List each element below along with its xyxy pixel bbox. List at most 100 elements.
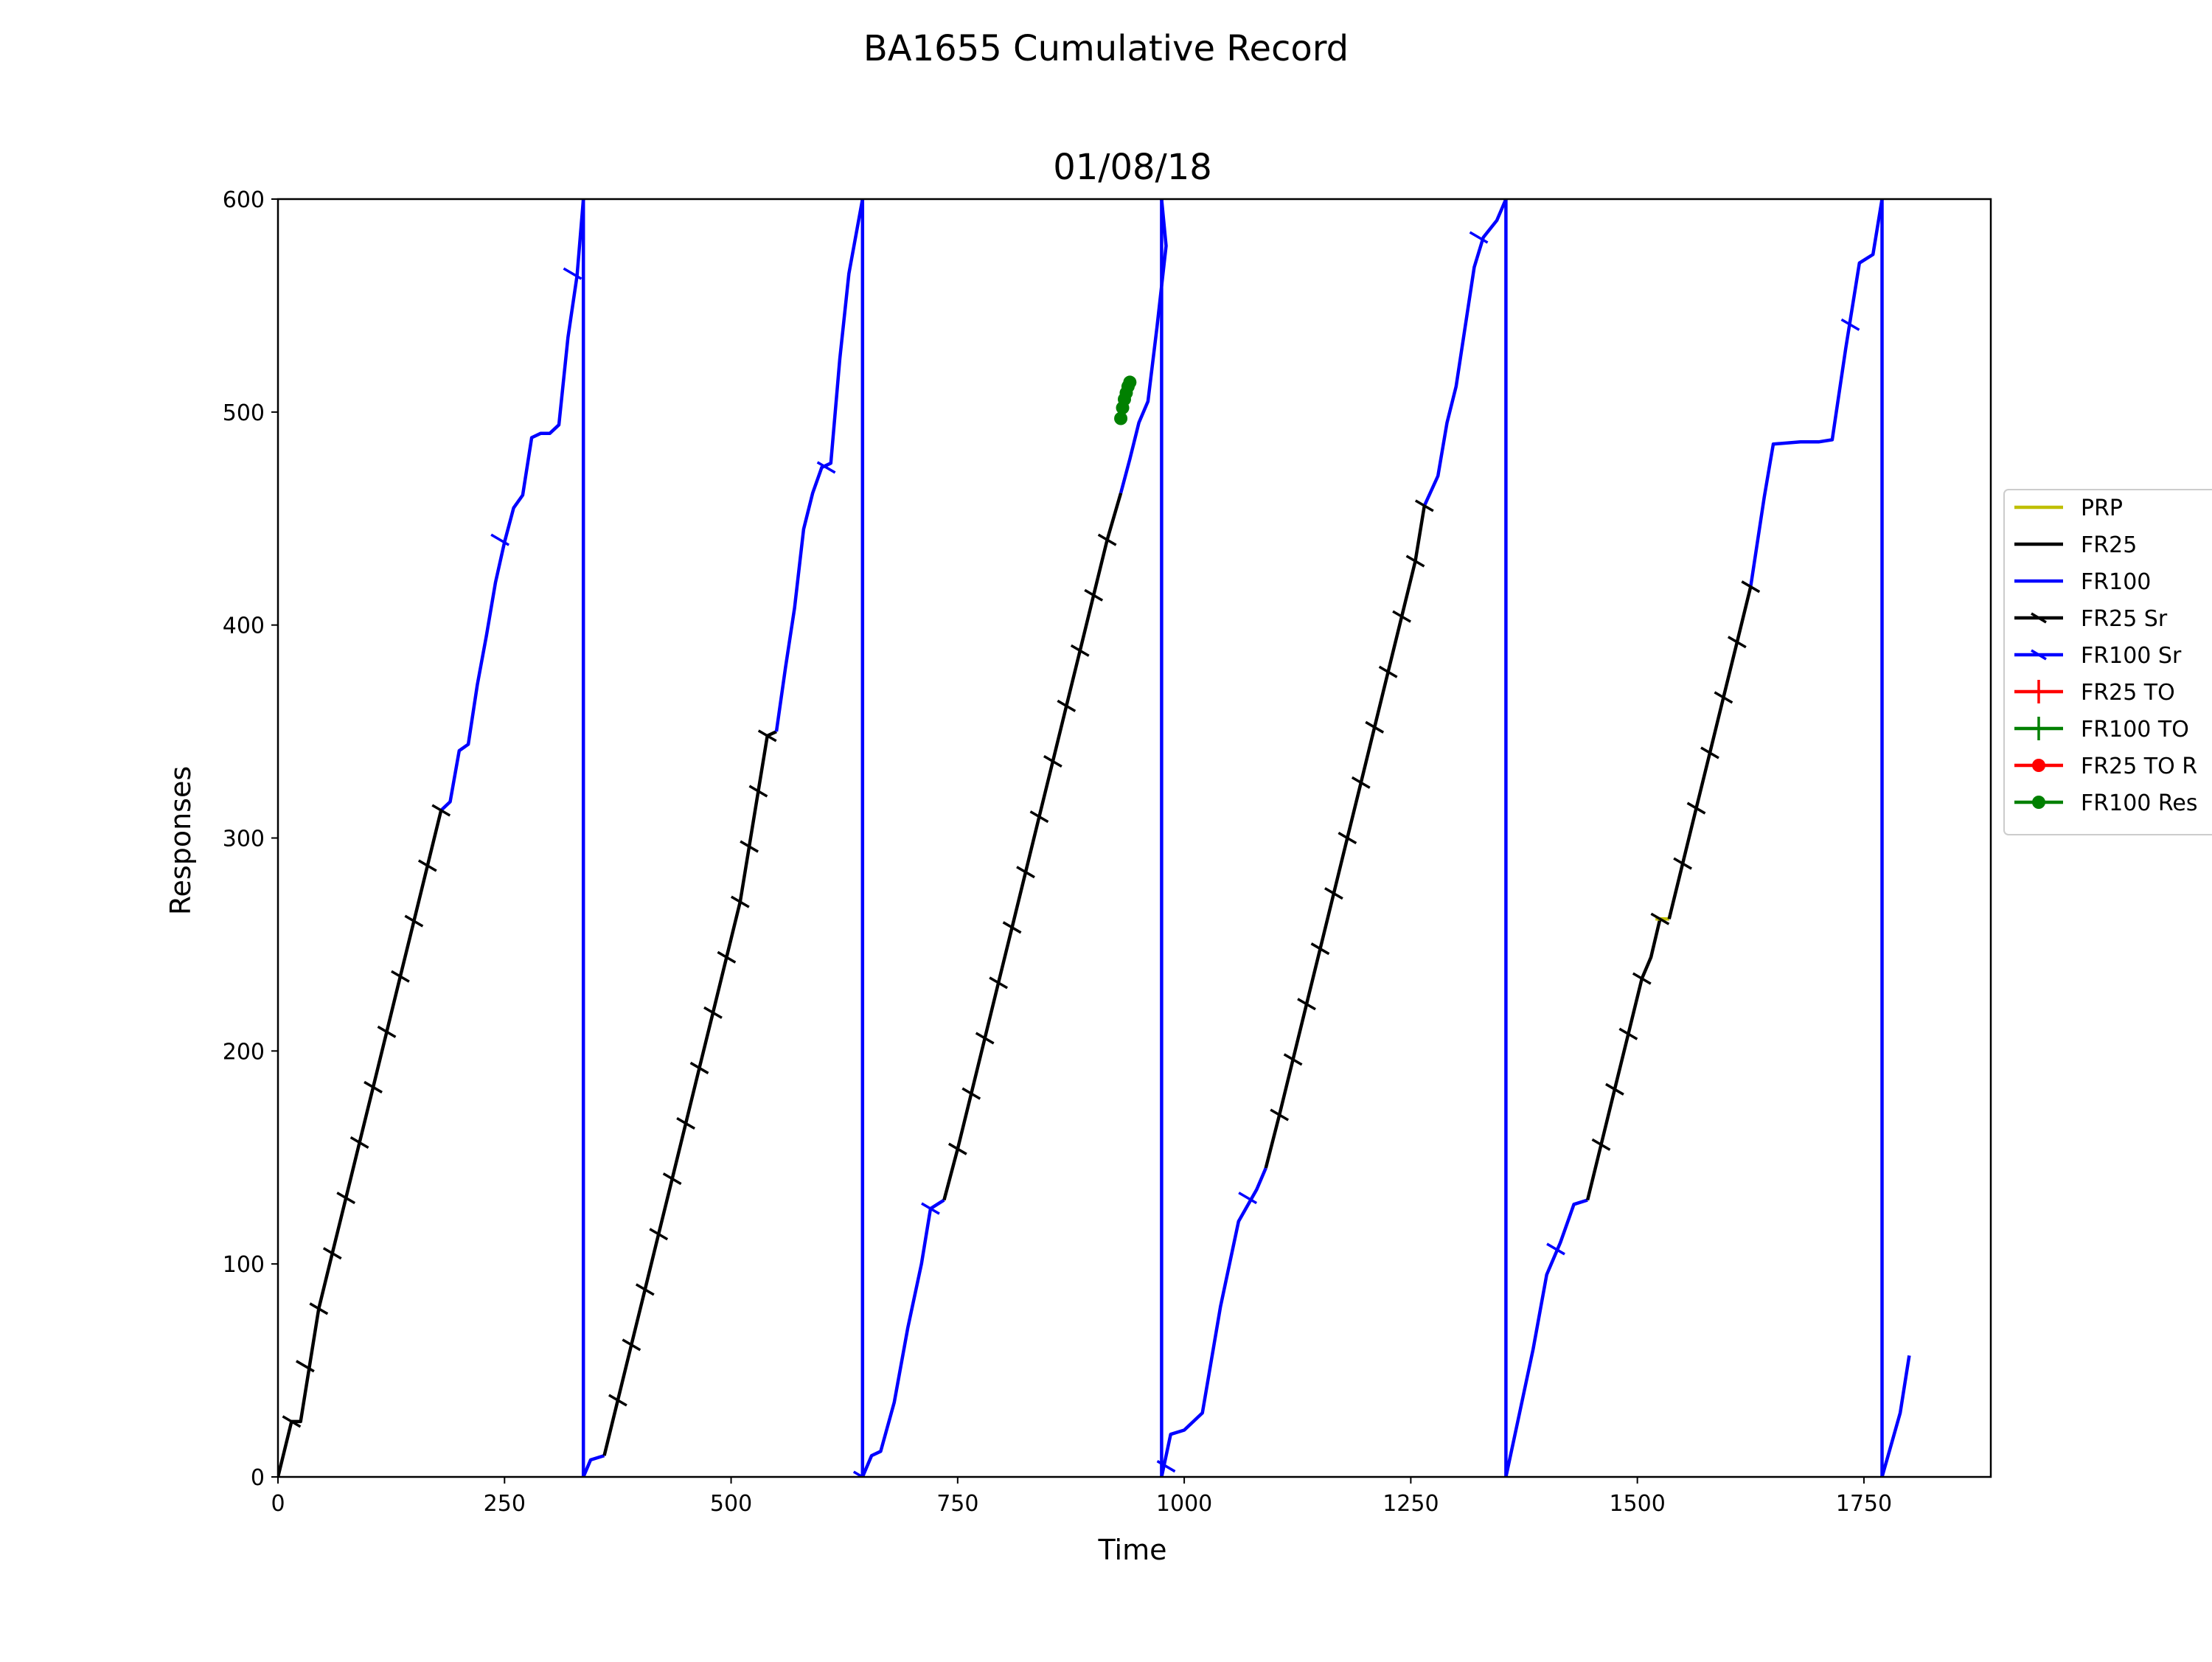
legend-fr100-sr-label: FR100 Sr <box>2081 643 2182 669</box>
legend: PRP FR25 FR100 FR25 Sr FR100 Sr FR25 TO FR100 … <box>2003 489 2212 835</box>
legend-fr25-label: FR25 <box>2081 532 2137 558</box>
y-tick-label: 600 <box>223 187 265 213</box>
x-tick-label: 1500 <box>1609 1491 1665 1517</box>
x-axis-label: Time <box>1098 1534 1167 1566</box>
fr25-sr-marker <box>947 1142 967 1155</box>
fr25-sr-marker <box>282 1415 302 1428</box>
fr25-sr-marker <box>309 1302 329 1315</box>
fr25-sr-marker <box>1700 746 1719 759</box>
fr25-sr-marker <box>349 1136 369 1150</box>
fr25-sr-marker <box>649 1228 669 1241</box>
fr25-sr-marker <box>608 1394 627 1407</box>
fr25-sr-marker <box>1686 802 1706 815</box>
series-line-fr25 <box>1585 917 1669 1201</box>
fr25-sr-marker <box>730 895 750 908</box>
fr25-sr-marker <box>676 1117 695 1130</box>
fr25-sr-marker <box>1414 499 1434 512</box>
fr25-sr-marker <box>740 840 759 853</box>
fr100-sr-marker <box>1156 1460 1176 1473</box>
chart-title: 01/08/18 <box>1053 147 1212 188</box>
legend-fr25-sr-label: FR25 Sr <box>2081 606 2168 632</box>
fr25-sr-marker <box>1351 776 1371 789</box>
fr25-sr-marker <box>1673 857 1692 870</box>
series-line-fr25 <box>942 492 1123 1201</box>
fr25-sr-marker <box>377 1025 397 1038</box>
fr25-sr-marker <box>757 729 777 743</box>
y-tick-label: 300 <box>223 827 265 852</box>
plot-area: 0 250 500 750 1000 1250 1500 1750 0 100 200 300 400 5… <box>223 187 1992 1517</box>
legend-fr100-res-label: FR100 Res <box>2081 790 2197 816</box>
legend-fr25-sr-marker <box>2031 612 2047 624</box>
fr25-sr-marker <box>1070 644 1090 657</box>
fr100-res-point <box>1114 411 1128 425</box>
fr25-sr-marker <box>1618 1027 1638 1040</box>
fr25-sr-marker <box>662 1172 682 1186</box>
fr100-sr-marker <box>816 461 836 474</box>
fr25-sr-marker <box>1310 942 1330 956</box>
fr25-sr-marker <box>1097 533 1117 546</box>
fr25-sr-marker <box>1741 580 1761 594</box>
fr25-sr-marker <box>1016 866 1035 879</box>
y-tick-label: 500 <box>223 400 265 426</box>
series-line-fr100 <box>439 199 585 812</box>
fr25-sr-marker <box>689 1061 709 1074</box>
fr100-sr-marker <box>1840 318 1860 331</box>
legend-fr100-to-label: FR100 TO <box>2081 717 2189 743</box>
data-layer <box>278 199 1911 1477</box>
fr25-sr-marker <box>1029 810 1049 824</box>
x-tick-label: 500 <box>710 1491 752 1517</box>
fr25-sr-marker <box>1324 887 1343 900</box>
x-tick-label: 750 <box>936 1491 978 1517</box>
fr25-sr-marker <box>961 1087 981 1100</box>
fr25-sr-marker <box>1605 1082 1624 1096</box>
legend-fr25-to-r-label: FR25 TO R <box>2081 754 2197 779</box>
fr25-sr-marker <box>717 950 737 964</box>
fr100-sr-marker <box>1546 1242 1565 1256</box>
fr25-sr-marker <box>1365 720 1385 734</box>
fr100-sr-marker <box>490 533 510 546</box>
fr25-sr-marker <box>1405 554 1425 568</box>
fr25-sr-marker <box>1002 921 1022 934</box>
fr25-sr-marker <box>989 976 1009 990</box>
fr25-sr-marker <box>1043 755 1062 768</box>
series-line-fr100 <box>1749 199 1884 588</box>
y-tick-label: 200 <box>223 1039 265 1065</box>
fr25-sr-marker <box>1338 831 1357 845</box>
fr25-sr-marker <box>1270 1108 1290 1122</box>
x-tick-label: 0 <box>271 1491 285 1517</box>
y-tick-label: 100 <box>223 1252 265 1278</box>
legend-fr25-to-label: FR25 TO <box>2081 680 2175 706</box>
fr25-sr-marker <box>748 785 768 798</box>
x-tick-label: 1000 <box>1156 1491 1212 1517</box>
fr25-sr-marker <box>1727 636 1747 649</box>
x-tick-label: 1250 <box>1382 1491 1439 1517</box>
series-line-fr100 <box>1160 199 1267 1477</box>
fr25-sr-marker <box>1057 699 1077 712</box>
legend-fr100-res-marker <box>2032 796 2045 809</box>
fr25-sr-marker <box>1297 998 1316 1011</box>
fr25-sr-marker <box>622 1338 641 1352</box>
fr25-sr-marker <box>703 1006 723 1019</box>
fr25-sr-marker <box>1084 588 1104 602</box>
fr25-sr-marker <box>635 1283 655 1296</box>
series-line-fr100 <box>1504 199 1588 1477</box>
series-line-fr25 <box>602 730 777 1456</box>
fr25-sr-marker <box>1650 912 1670 925</box>
series-line-fr100 <box>774 199 865 732</box>
fr25-sr-marker <box>431 804 451 817</box>
fr25-sr-marker <box>1392 610 1411 623</box>
fr100-res-point <box>1123 375 1137 389</box>
fr25-sr-marker <box>417 859 437 872</box>
fr100-sr-marker <box>852 1470 866 1477</box>
fr25-sr-marker <box>1632 972 1652 985</box>
legend-fr100-sr-marker <box>2031 649 2047 661</box>
fr25-sr-marker <box>295 1360 315 1373</box>
plot-frame <box>276 198 1992 1478</box>
series-line-fr100 <box>1119 199 1168 494</box>
fr100-sr-marker <box>921 1202 940 1215</box>
y-tick-label: 400 <box>223 613 265 639</box>
fr100-sr-marker <box>1238 1192 1258 1205</box>
y-axis-label: Responses <box>164 766 197 915</box>
